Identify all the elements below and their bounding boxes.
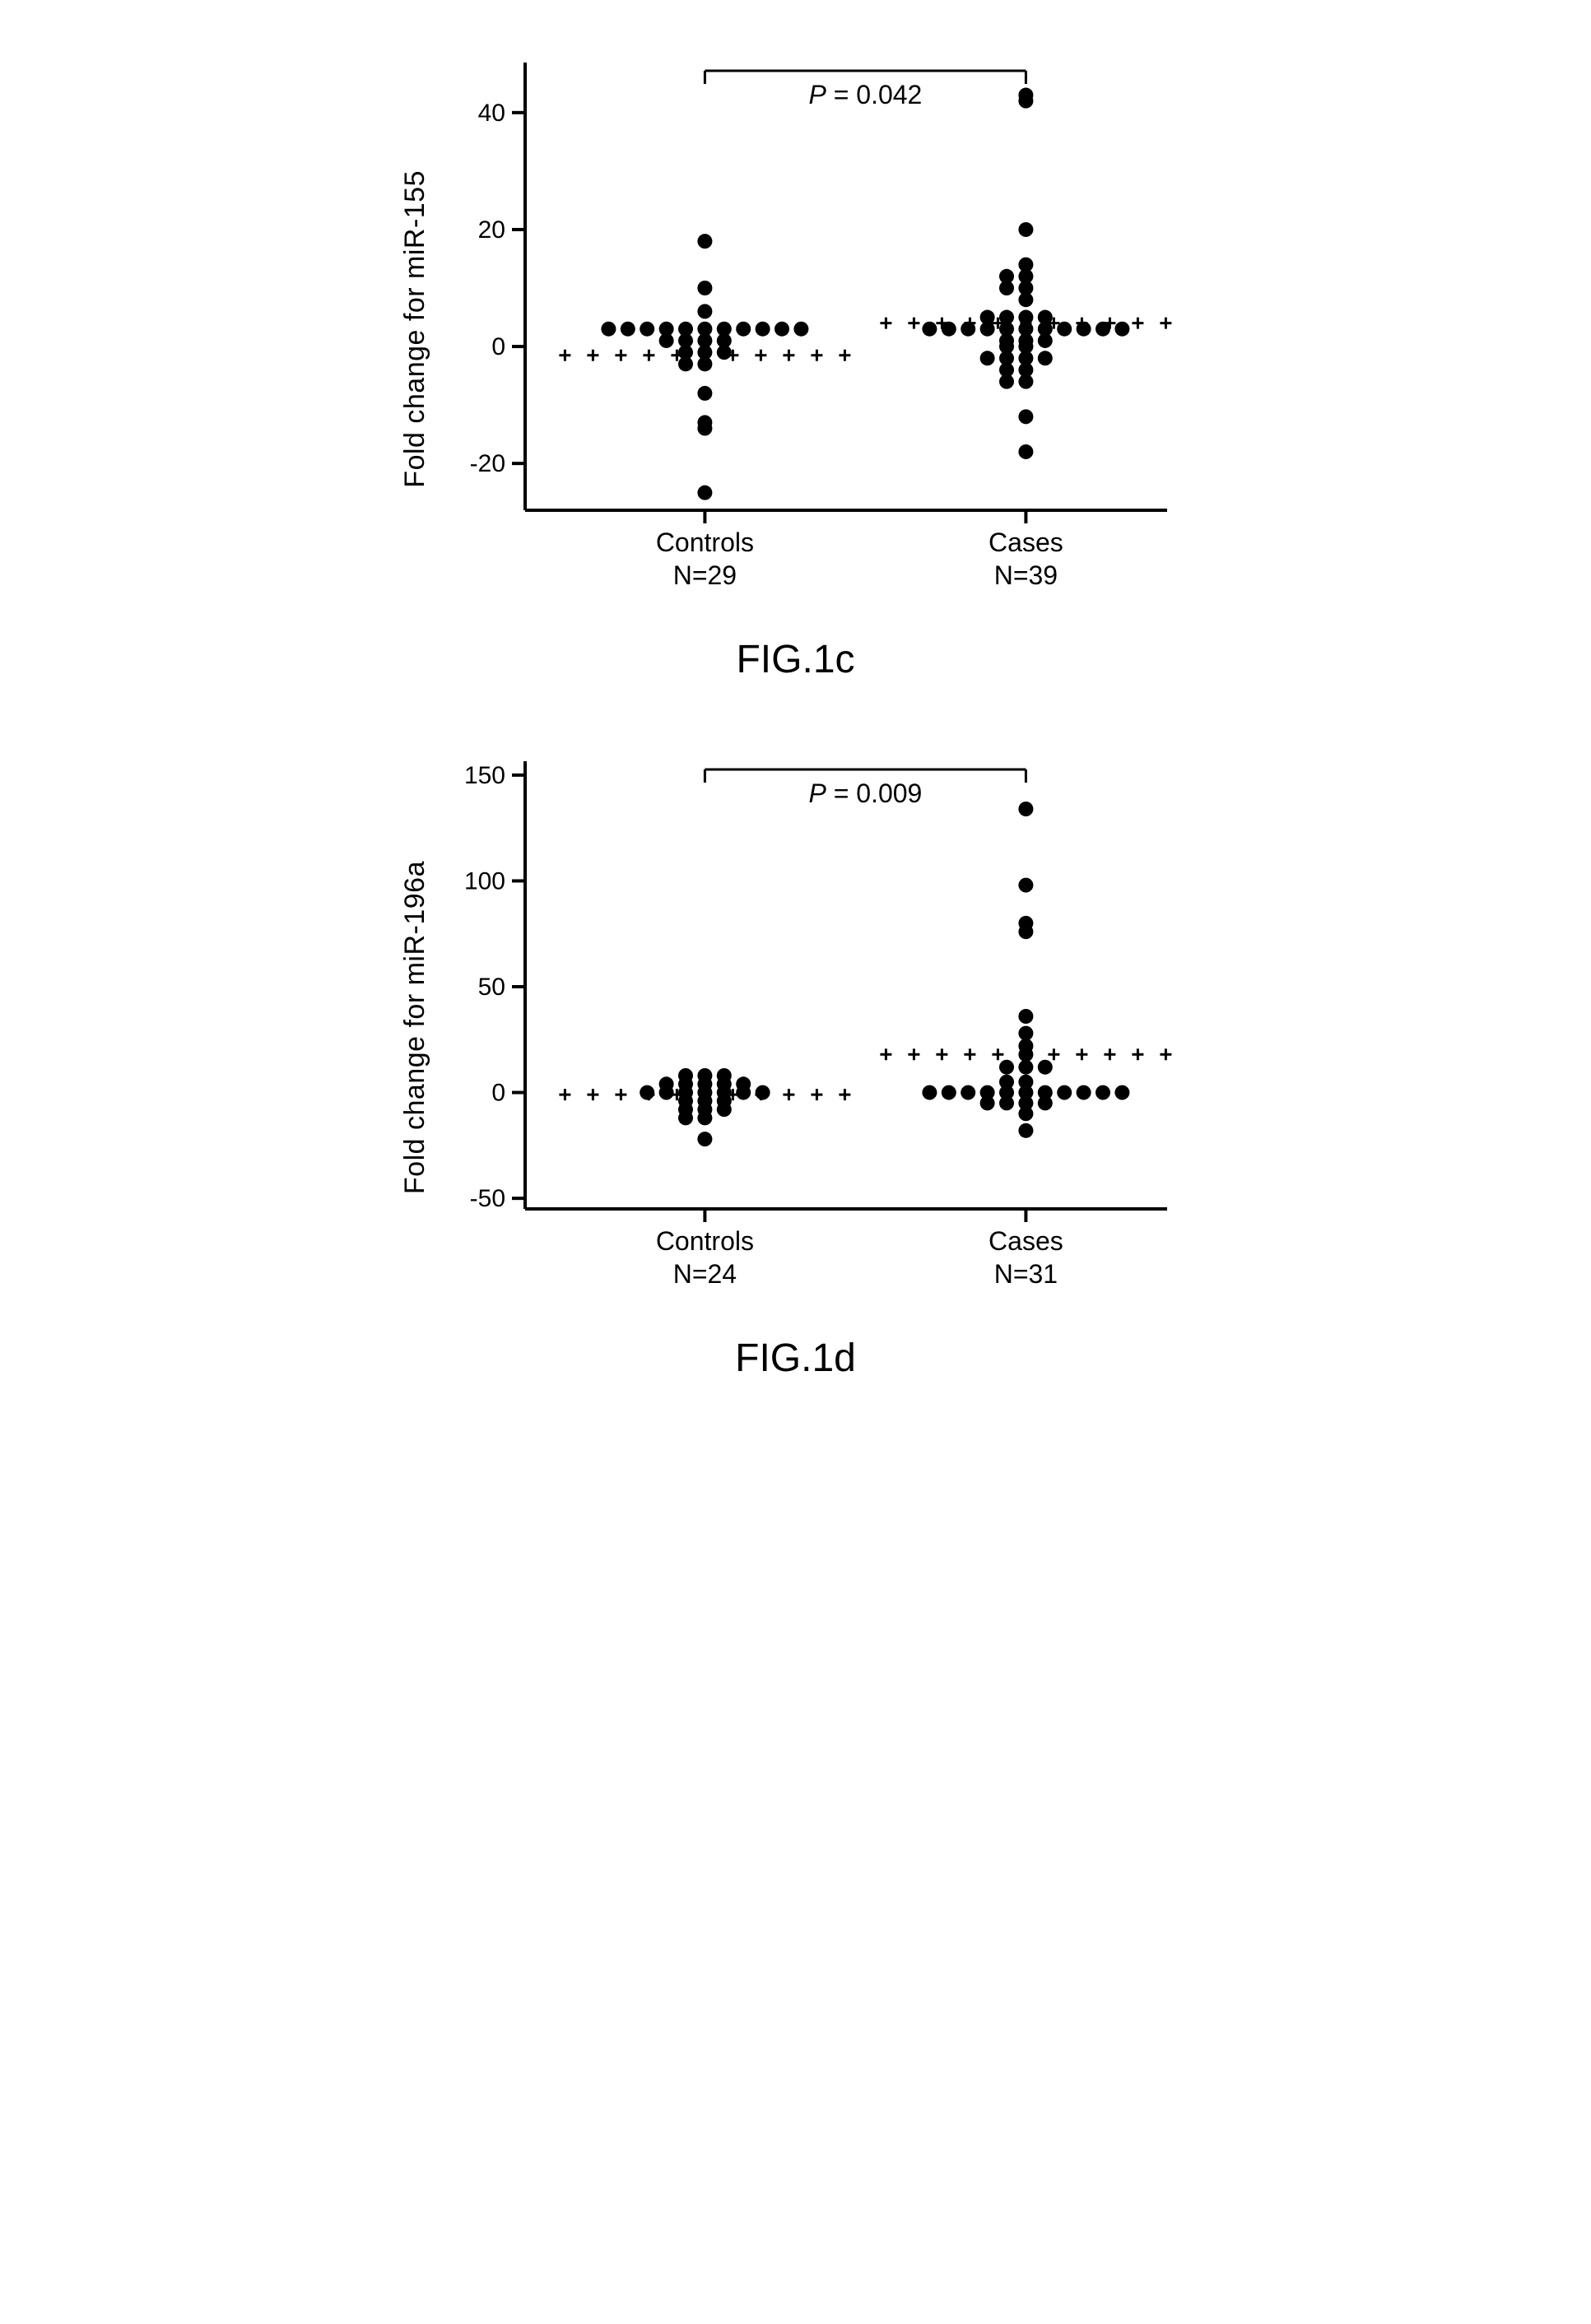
svg-text:P = 0.009: P = 0.009 bbox=[808, 779, 922, 808]
fig1c-plot: -20 0 20 40 Controls N=29 Cases N=39 P = 0.042 bbox=[435, 33, 1192, 625]
fig1d-plot: -50 0 50 100 150 ControlsN=24 CasesN=31 P = 0.0… bbox=[435, 732, 1192, 1324]
svg-text:40: 40 bbox=[478, 100, 505, 127]
fig1c-caption: FIG.1c bbox=[736, 637, 854, 682]
fig1d-row: Fold change for miR-196a -50 0 50 100 150 Con… bbox=[399, 732, 1192, 1324]
svg-text:N=29: N=29 bbox=[673, 560, 737, 590]
svg-text:-20: -20 bbox=[470, 450, 505, 477]
svg-text:Controls: Controls bbox=[656, 1226, 754, 1256]
svg-text:50: 50 bbox=[478, 974, 505, 1001]
figure-1c: Fold change for miR-155 -20 0 20 40 Controls… bbox=[399, 33, 1192, 682]
svg-text:N=31: N=31 bbox=[994, 1259, 1058, 1289]
fig1c-ylabel: Fold change for miR-155 bbox=[399, 170, 431, 488]
svg-text:Controls: Controls bbox=[656, 528, 754, 557]
svg-text:P = 0.042: P = 0.042 bbox=[808, 80, 922, 109]
svg-text:N=24: N=24 bbox=[673, 1259, 737, 1289]
svg-text:0: 0 bbox=[491, 1080, 505, 1107]
fig1d-caption: FIG.1d bbox=[735, 1336, 856, 1381]
fig1c-row: Fold change for miR-155 -20 0 20 40 Controls… bbox=[399, 33, 1192, 625]
svg-text:-50: -50 bbox=[470, 1185, 505, 1212]
svg-text:Cases: Cases bbox=[989, 528, 1063, 557]
svg-text:100: 100 bbox=[464, 867, 505, 895]
svg-text:150: 150 bbox=[464, 762, 505, 789]
fig1d-ylabel: Fold change for miR-196a bbox=[399, 861, 431, 1194]
svg-text:Cases: Cases bbox=[989, 1226, 1063, 1256]
svg-text:N=39: N=39 bbox=[994, 560, 1058, 590]
figure-1d: Fold change for miR-196a -50 0 50 100 150 Con… bbox=[399, 732, 1192, 1381]
svg-text:20: 20 bbox=[478, 216, 505, 244]
svg-text:0: 0 bbox=[491, 333, 505, 360]
